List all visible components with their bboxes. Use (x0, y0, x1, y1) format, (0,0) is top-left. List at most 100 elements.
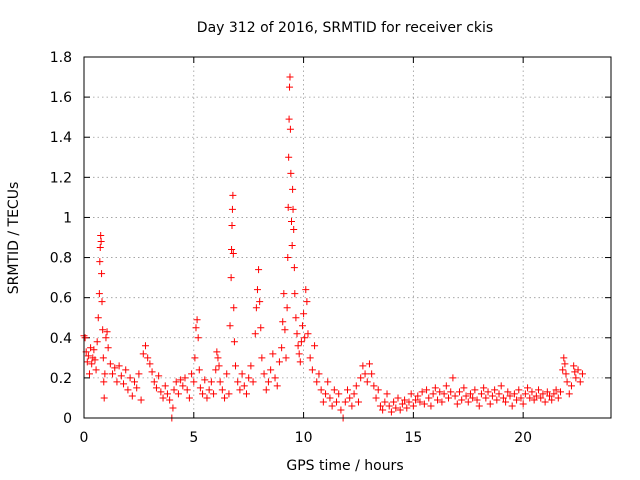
data-point (403, 404, 411, 412)
data-point (236, 386, 244, 394)
data-point (409, 402, 417, 410)
y-tick-label: 0.8 (50, 251, 72, 267)
data-point (137, 396, 145, 404)
data-point (285, 153, 293, 161)
data-point (264, 378, 272, 386)
data-point (324, 378, 332, 386)
data-point (199, 390, 207, 398)
data-point (293, 330, 301, 338)
data-point (227, 274, 235, 282)
data-point (113, 378, 121, 386)
data-point (203, 394, 211, 402)
data-point (570, 362, 578, 370)
data-point (572, 374, 580, 382)
data-point (83, 358, 91, 366)
data-point (363, 378, 371, 386)
data-point (423, 386, 431, 394)
data-point (230, 338, 238, 346)
data-point (174, 390, 182, 398)
data-point (460, 384, 468, 392)
data-point (275, 358, 283, 366)
data-point (216, 378, 224, 386)
data-point (100, 394, 108, 402)
data-point (133, 384, 141, 392)
data-point (281, 326, 289, 334)
data-point (497, 382, 505, 390)
data-point (97, 231, 105, 239)
data-point (506, 392, 514, 400)
data-point (466, 390, 474, 398)
data-point (214, 354, 222, 362)
data-point (361, 370, 369, 378)
data-point (513, 396, 521, 404)
data-point (563, 378, 571, 386)
data-point (530, 396, 538, 404)
data-point (405, 398, 413, 406)
data-point (368, 370, 376, 378)
data-point (92, 366, 100, 374)
data-point (499, 394, 507, 402)
data-point (190, 378, 198, 386)
data-point (166, 396, 174, 404)
data-point (273, 382, 281, 390)
data-point (228, 221, 236, 229)
data-point (289, 185, 297, 193)
data-point (560, 354, 568, 362)
data-point (370, 382, 378, 390)
data-point (228, 246, 236, 254)
data-point (286, 125, 294, 133)
data-point (455, 388, 463, 396)
data-point (301, 334, 309, 342)
data-point (109, 370, 117, 378)
x-tick-label: 10 (295, 430, 313, 446)
data-point (262, 386, 270, 394)
data-point (562, 370, 570, 378)
data-point (462, 392, 470, 400)
data-point (148, 368, 156, 376)
data-point (146, 360, 154, 368)
data-point (401, 396, 409, 404)
data-point (304, 330, 312, 338)
data-point (313, 378, 321, 386)
data-point (290, 225, 298, 233)
data-point (295, 350, 303, 358)
data-point (131, 378, 139, 386)
data-point (552, 386, 560, 394)
data-point (348, 402, 356, 410)
data-point (445, 394, 453, 402)
data-point (234, 378, 242, 386)
y-axis-label: SRMTID / TECUs (6, 182, 22, 295)
data-point (226, 322, 234, 330)
data-point (438, 398, 446, 406)
data-point (223, 370, 231, 378)
data-point (279, 318, 287, 326)
data-point (99, 326, 107, 334)
data-point (256, 298, 264, 306)
data-point (179, 382, 187, 390)
data-point (447, 388, 455, 396)
data-point (278, 344, 286, 352)
x-tick-label: 15 (404, 430, 422, 446)
data-point (96, 258, 104, 266)
data-point (451, 392, 459, 400)
data-point (317, 386, 325, 394)
data-point (326, 394, 334, 402)
data-point (288, 242, 296, 250)
data-point (98, 270, 106, 278)
data-point (97, 238, 105, 246)
data-point (284, 203, 292, 211)
y-tick-label: 1.6 (50, 90, 72, 106)
data-point (414, 392, 422, 400)
data-point (559, 366, 567, 374)
data-point (335, 390, 343, 398)
data-point (122, 366, 130, 374)
data-point (99, 354, 107, 362)
data-point (90, 346, 98, 354)
data-point (290, 264, 298, 272)
data-point (315, 370, 323, 378)
data-point (238, 370, 246, 378)
data-point (480, 384, 488, 392)
data-point (302, 286, 310, 294)
data-point (436, 388, 444, 396)
data-point (286, 83, 294, 91)
